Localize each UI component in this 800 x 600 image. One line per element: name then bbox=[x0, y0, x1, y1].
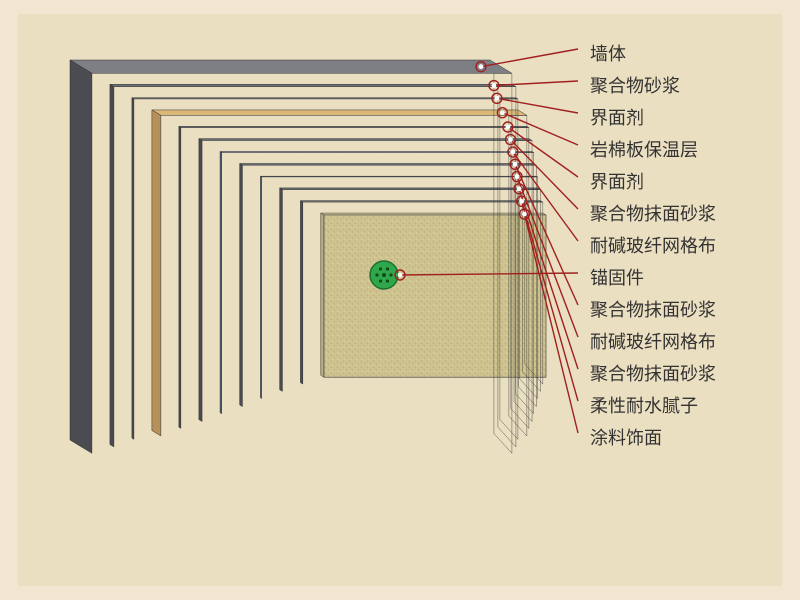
layer-left-plaster-2 bbox=[240, 163, 243, 406]
layer-left-plaster-3 bbox=[280, 188, 283, 391]
label-mesh-2: 耐碱玻纤网格布 bbox=[590, 332, 716, 352]
marker-dot-polymer-mortar bbox=[492, 83, 497, 88]
marker-dot-putty bbox=[519, 199, 524, 204]
marker-dot-plaster-1 bbox=[508, 137, 513, 142]
layer-top-interface-1 bbox=[132, 98, 518, 99]
layer-top-polymer-mortar bbox=[110, 84, 516, 86]
layer-left-mesh-1 bbox=[220, 152, 222, 414]
marker-dot-plaster-3 bbox=[517, 186, 522, 191]
layer-left-interface-1 bbox=[132, 98, 134, 440]
marker-dot-rockwool bbox=[500, 110, 505, 115]
layer-left-rockwool bbox=[152, 110, 161, 436]
marker-dot-interface-1 bbox=[495, 96, 500, 101]
label-plaster-3: 聚合物抹面砂浆 bbox=[590, 364, 716, 384]
layer-left-mesh-2 bbox=[260, 176, 261, 398]
label-polymer-mortar: 聚合物砂浆 bbox=[590, 76, 680, 96]
label-mesh-1: 耐碱玻纤网格布 bbox=[590, 236, 716, 256]
label-finish-coat: 涂料饰面 bbox=[590, 428, 662, 448]
label-anchor: 锚固件 bbox=[590, 268, 644, 288]
label-rockwool: 岩棉板保温层 bbox=[590, 140, 698, 160]
layer-left-plaster-1 bbox=[199, 139, 202, 422]
marker-dot-plaster-2 bbox=[513, 162, 518, 167]
layer-left-finish-coat bbox=[321, 213, 324, 377]
layer-top-mesh-1 bbox=[220, 152, 534, 153]
label-wall: 墙体 bbox=[590, 44, 626, 64]
layer-left-interface-2 bbox=[179, 126, 181, 428]
marker-dot-mesh-1 bbox=[510, 150, 515, 155]
label-putty: 柔性耐水腻子 bbox=[590, 396, 698, 416]
label-interface-2: 界面剂 bbox=[590, 172, 644, 192]
layer-top-interface-2 bbox=[179, 126, 529, 127]
marker-dot-mesh-2 bbox=[515, 174, 520, 179]
marker-dot-finish-coat bbox=[522, 212, 527, 217]
layer-left-putty bbox=[300, 201, 302, 384]
layer-top-plaster-1 bbox=[199, 139, 532, 141]
marker-dot-anchor bbox=[398, 273, 403, 278]
label-plaster-1: 聚合物抹面砂浆 bbox=[590, 204, 716, 224]
marker-dot-interface-2 bbox=[505, 125, 510, 130]
layer-top-rockwool bbox=[152, 110, 527, 115]
layer-top-plaster-2 bbox=[240, 163, 537, 165]
layer-top-wall bbox=[70, 60, 512, 73]
layer-left-wall bbox=[70, 60, 92, 453]
layer-left-polymer-mortar bbox=[110, 84, 114, 447]
label-plaster-2: 聚合物抹面砂浆 bbox=[590, 300, 716, 320]
marker-dot-wall bbox=[479, 64, 484, 69]
label-interface-1: 界面剂 bbox=[590, 108, 644, 128]
